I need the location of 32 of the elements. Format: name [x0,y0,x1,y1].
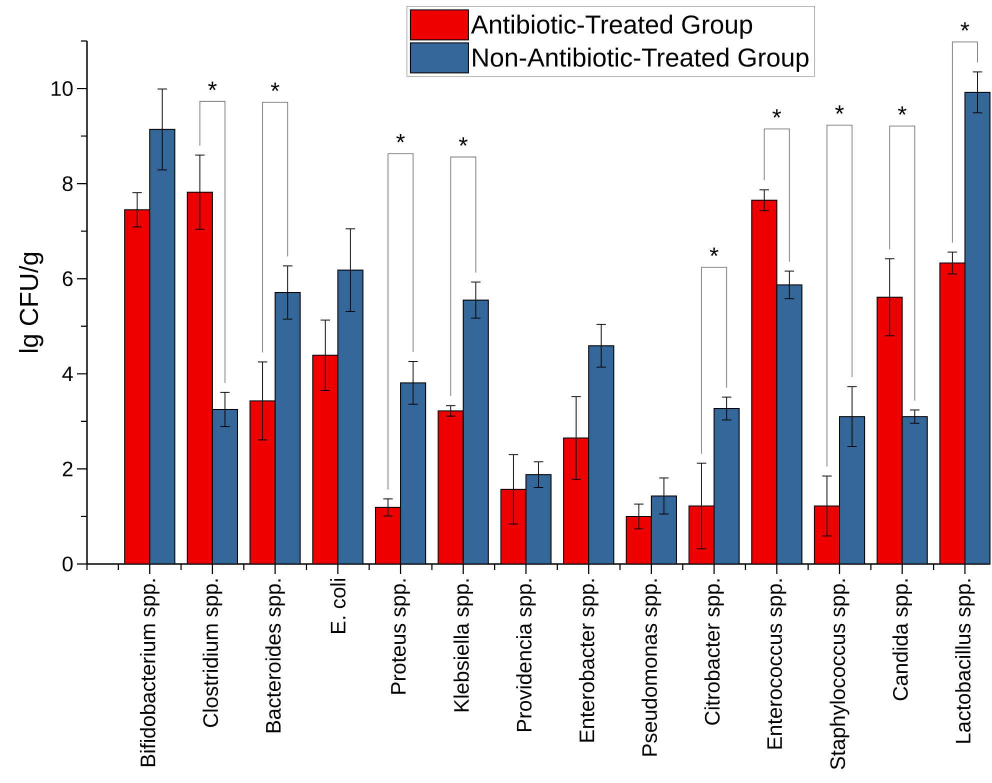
x-tick-label: Pseudomonas spp. [642,579,662,756]
x-tick-label: Klebsiella spp. [453,579,474,712]
x-tick-label: Bifidobacterium spp. [140,579,160,766]
x-tick-label: Bacteroides spp. [265,579,285,732]
x-tick-label: Proteus spp. [391,579,410,694]
x-tick-label: Providencia spp. [516,579,536,732]
y-tick-label: 2 [62,462,72,476]
x-tick-label: Candida spp. [892,579,912,700]
legend-label: Antibiotic-Treated Group [470,14,752,39]
annotation: * [396,134,405,142]
y-tick-label: 8 [62,176,73,192]
legend-label: Non-Antibiotic-Treated Group [473,48,808,72]
annotation: * [270,82,280,92]
y-tick-label: 10 [52,81,73,96]
y-tick-label: 0 [62,556,73,572]
annotation: * [208,82,217,90]
annotation: * [458,137,468,146]
y-tick-label: 6 [62,271,73,286]
text: * [960,22,970,31]
x-tick-label: Lactobacillus spp. [955,579,975,743]
annotation: * [898,106,907,115]
x-tick-label: Clostridium spp. [202,579,222,728]
annotation: * [710,248,718,256]
x-tick-label: Enterobacter spp. [578,579,598,742]
annotation: * [835,105,844,114]
y-axis-title: lg CFU/g [19,252,44,352]
x-tick-label: Citrobacter spp. [704,579,724,725]
x-tick-label: Enterococcus spp. [767,579,786,749]
annotation: * [772,109,782,118]
y-tick-label: 4 [62,366,73,382]
x-tick-label: E. coli [330,578,346,633]
x-tick-label: Staphylococcus spp. [830,579,850,770]
